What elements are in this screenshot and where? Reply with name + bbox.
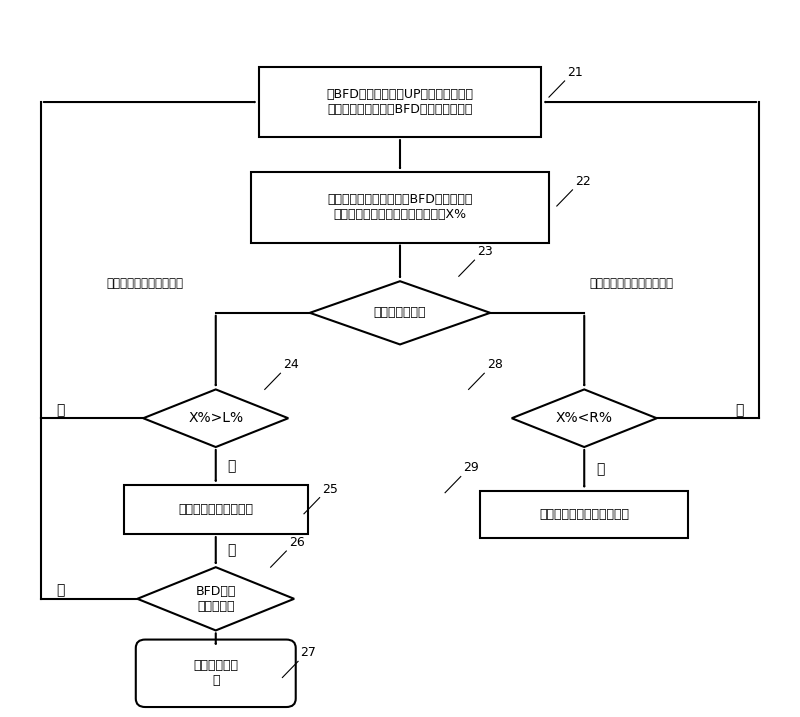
Text: 22: 22: [575, 175, 590, 188]
Text: 21: 21: [567, 66, 582, 79]
Text: 24: 24: [282, 358, 298, 371]
Text: 在BFD会话状态处于UP时，统计探测周
期内实际所接收到的BFD探测报文的个数: 在BFD会话状态处于UP时，统计探测周 期内实际所接收到的BFD探测报文的个数: [326, 88, 474, 116]
Text: 否: 否: [56, 584, 65, 597]
Text: 29: 29: [463, 462, 479, 475]
Text: 未发生链路丢包故障告警: 未发生链路丢包故障告警: [106, 277, 184, 290]
Polygon shape: [138, 567, 294, 630]
Text: 上报链路丢包故障消除告警: 上报链路丢包故障消除告警: [539, 508, 630, 521]
Text: 已未发生链路丢包故障告警: 已未发生链路丢包故障告警: [590, 277, 674, 290]
Text: 28: 28: [486, 358, 502, 371]
Bar: [259, 67, 541, 137]
Text: 根据所述统计得到的所述BFD探测报文的
个数计算探测周期内的链路丢包率X%: 根据所述统计得到的所述BFD探测报文的 个数计算探测周期内的链路丢包率X%: [327, 194, 473, 222]
Text: 是: 是: [227, 459, 236, 473]
FancyBboxPatch shape: [136, 640, 296, 707]
Text: 否: 否: [735, 403, 744, 417]
Text: 是: 是: [227, 543, 236, 558]
Bar: [480, 490, 688, 538]
Text: X%>L%: X%>L%: [188, 412, 243, 425]
Text: 上报链路丢包故障告警: 上报链路丢包故障告警: [178, 503, 254, 516]
Text: 结束丢包率探
测: 结束丢包率探 测: [194, 660, 238, 688]
Polygon shape: [310, 281, 490, 344]
Bar: [251, 172, 549, 242]
Text: X%<R%: X%<R%: [556, 412, 613, 425]
Text: 链路的历史状态: 链路的历史状态: [374, 306, 426, 319]
Polygon shape: [512, 389, 657, 447]
Text: 否: 否: [56, 403, 65, 417]
Polygon shape: [143, 389, 288, 447]
Text: 是: 是: [596, 462, 604, 476]
Text: 26: 26: [289, 536, 305, 549]
Bar: [124, 485, 308, 534]
Text: BFD会话
是否被终结: BFD会话 是否被终结: [195, 585, 236, 613]
Text: 25: 25: [322, 483, 338, 495]
Text: 27: 27: [301, 646, 316, 659]
Text: 23: 23: [477, 245, 493, 258]
